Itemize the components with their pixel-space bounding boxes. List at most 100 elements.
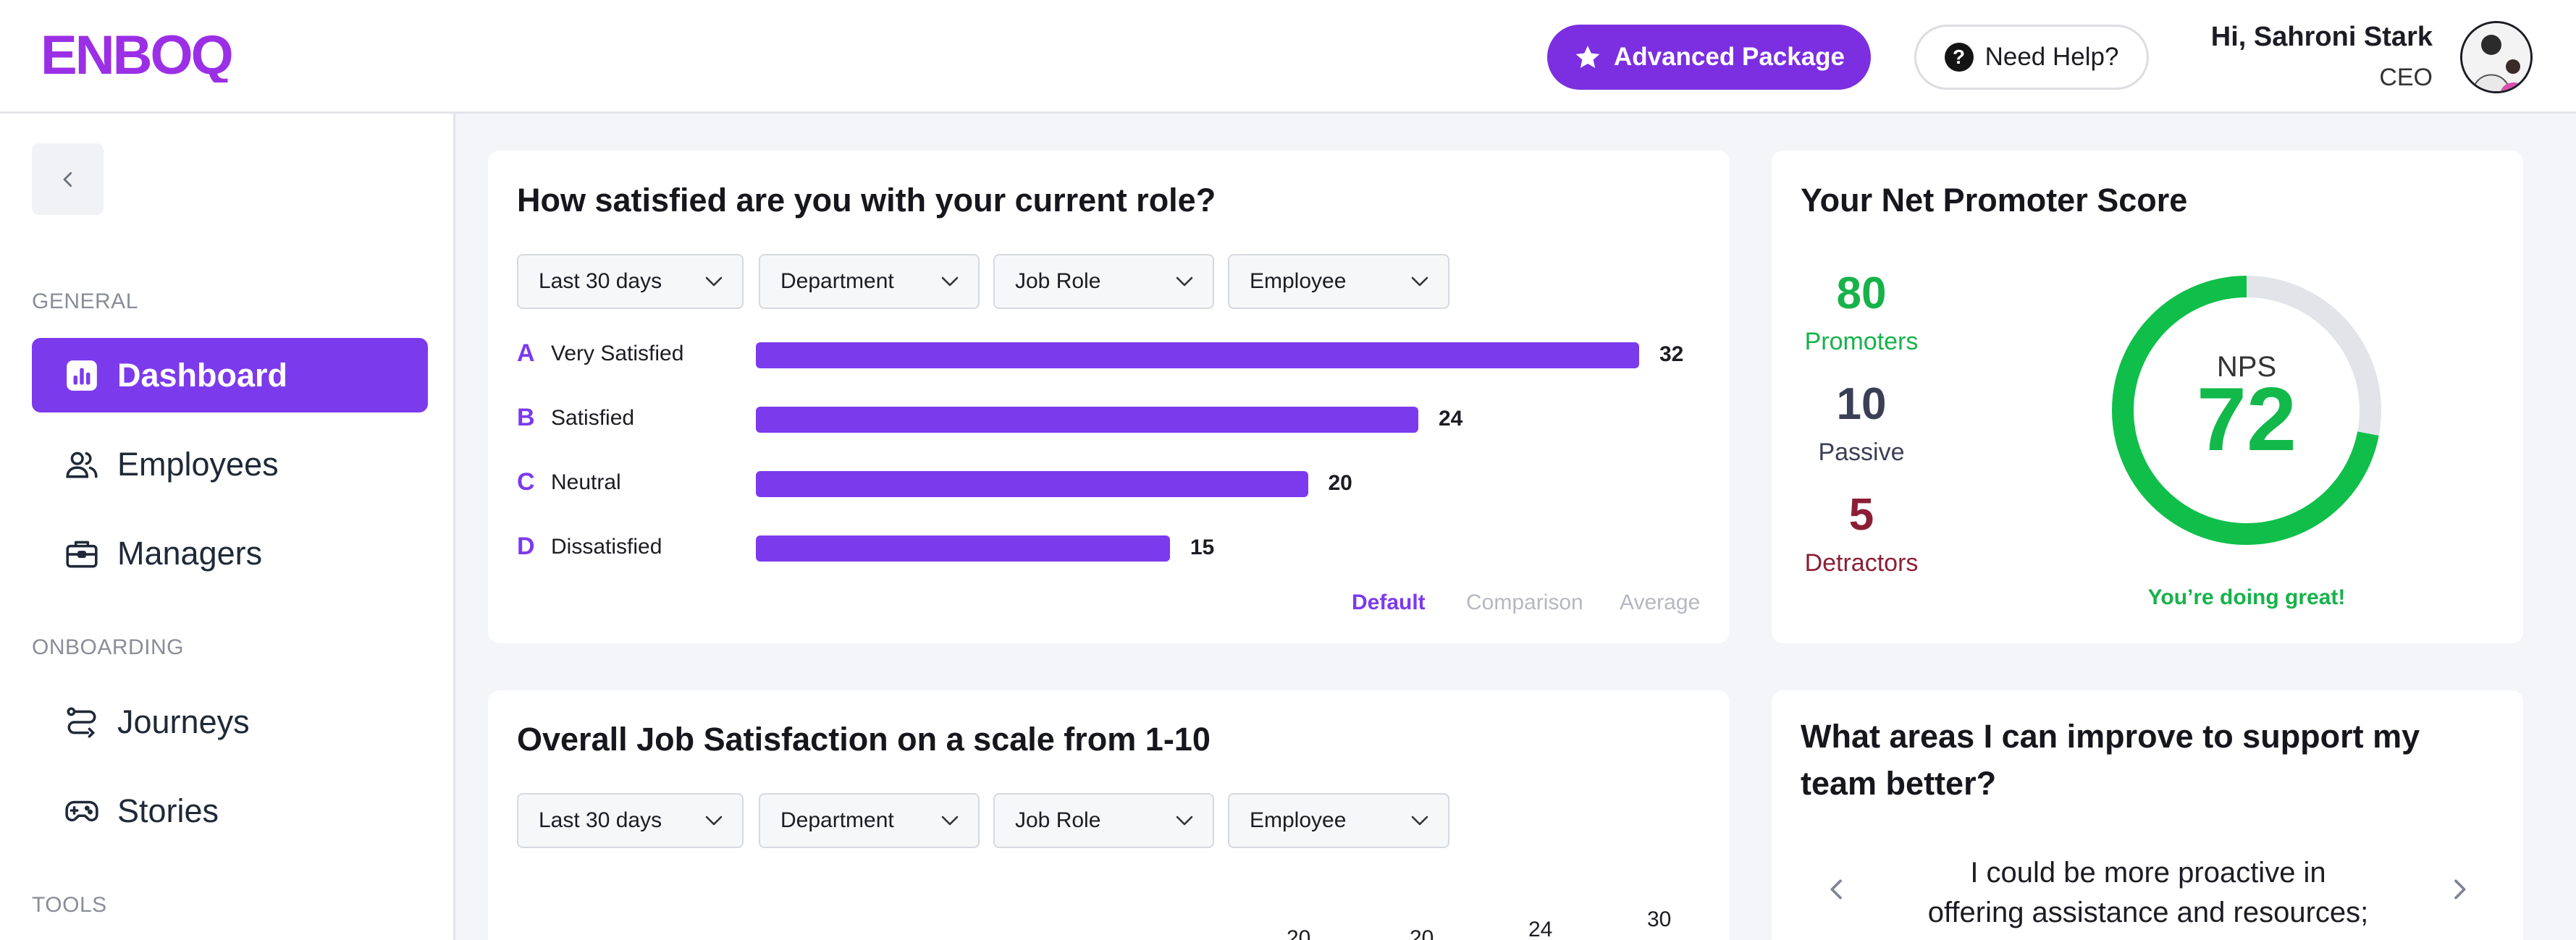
- chevron-down-icon: [1176, 816, 1193, 826]
- sidebar-item-label: Managers: [117, 534, 263, 572]
- view-tab-comparison[interactable]: Comparison: [1466, 590, 1583, 614]
- bar-category-label: Very Satisfied: [551, 342, 684, 365]
- detractors-label: Detractors: [1804, 549, 1919, 577]
- bar-value-label: 15: [1190, 535, 1215, 559]
- chevron-right-icon[interactable]: [2445, 875, 2474, 904]
- view-tab-default[interactable]: Default: [1352, 590, 1426, 614]
- bar-category-label: Dissatisfied: [551, 535, 662, 559]
- improve-title-line2: team better?: [1801, 765, 1997, 802]
- sidebar-item-employees[interactable]: Employees: [32, 427, 428, 501]
- filter-department-dropdown[interactable]: Department: [759, 254, 980, 309]
- bar-value-label: 32: [1659, 342, 1684, 366]
- chevron-down-icon: [941, 816, 959, 826]
- dropdown-value: Department: [780, 269, 894, 293]
- nps-card: Your Net Promoter Score 80 Promoters 10 …: [1772, 151, 2523, 643]
- sidebar-item-journeys[interactable]: Journeys: [32, 685, 428, 759]
- dropdown-value: Employee: [1250, 269, 1347, 293]
- need-help-label: Need Help?: [1984, 43, 2119, 71]
- chevron-down-icon: [941, 276, 959, 287]
- sidebar-item-dashboard[interactable]: Dashboard: [32, 338, 428, 412]
- job-satisfaction-card: Overall Job Satisfaction on a scale from…: [488, 690, 1730, 940]
- sidebar: GENERAL Dashboard Employees Managers ONB…: [0, 114, 455, 940]
- logo-text: ENBOQ: [41, 25, 232, 82]
- column-value-label: 20: [1287, 926, 1311, 940]
- bar-value-label: 24: [1439, 407, 1463, 431]
- gauge-fill: [2112, 276, 2381, 545]
- dropdown-value: Job Role: [1015, 269, 1101, 293]
- dropdown-value: Employee: [1250, 808, 1347, 832]
- dropdown-value: Last 30 days: [539, 808, 662, 832]
- advanced-package-label: Advanced Package: [1613, 43, 1845, 71]
- star-icon: [1575, 46, 1600, 68]
- user-greeting: Hi, Sahroni Stark: [2210, 22, 2433, 52]
- bar-value-label: 20: [1328, 471, 1352, 495]
- need-help-button[interactable]: ? Need Help?: [1914, 25, 2149, 90]
- chevron-down-icon: [705, 276, 723, 287]
- filter-date-dropdown[interactable]: Last 30 days: [517, 254, 744, 309]
- question-icon: ?: [1944, 43, 1974, 72]
- bar[interactable]: [756, 407, 1418, 433]
- section-label-general: GENERAL: [32, 289, 138, 313]
- nps-gauge: NPS 72: [2112, 276, 2381, 545]
- sidebar-item-label: Employees: [117, 445, 279, 483]
- user-role: CEO: [2379, 64, 2433, 91]
- chevron-down-icon: [1176, 276, 1193, 287]
- filter-date-dropdown[interactable]: Last 30 days: [517, 793, 744, 848]
- bar-letter: D: [517, 533, 535, 560]
- filter-employee-dropdown[interactable]: Employee: [1228, 793, 1449, 848]
- dropdown-value: Last 30 days: [539, 269, 662, 293]
- bar[interactable]: [756, 342, 1639, 368]
- gauge-label: NPS: [2217, 351, 2276, 383]
- job-satisfaction-title: Overall Job Satisfaction on a scale from…: [517, 721, 1211, 758]
- column-value-label: 30: [1647, 907, 1672, 931]
- promoters-label: Promoters: [1804, 328, 1919, 355]
- sidebar-item-label: Journeys: [117, 703, 250, 740]
- chevron-down-icon: [705, 816, 723, 826]
- enboq-logo[interactable]: ENBOQ: [41, 25, 243, 82]
- filter-job-role-dropdown[interactable]: Job Role: [993, 254, 1214, 309]
- sidebar-item-stories[interactable]: Stories: [32, 774, 428, 848]
- gamepad-icon: [62, 792, 101, 831]
- collapse-sidebar-button[interactable]: [32, 143, 104, 215]
- chart-icon: [62, 356, 101, 395]
- nps-title: Your Net Promoter Score: [1801, 182, 2188, 219]
- briefcase-icon: [62, 534, 101, 573]
- bar[interactable]: [756, 471, 1308, 497]
- chevron-down-icon: [1411, 276, 1428, 287]
- section-label-tools: TOOLS: [32, 893, 107, 917]
- chevron-left-icon: [63, 172, 72, 187]
- view-tab-average[interactable]: Average: [1620, 590, 1701, 614]
- section-label-onboarding: ONBOARDING: [32, 635, 185, 659]
- chevron-down-icon: [1411, 816, 1428, 826]
- sidebar-item-managers[interactable]: Managers: [32, 516, 428, 590]
- advanced-package-button[interactable]: Advanced Package: [1547, 25, 1871, 90]
- improve-card: What areas I can improve to support my t…: [1772, 690, 2523, 940]
- bar-row: D Dissatisfied 15: [517, 528, 1719, 564]
- improve-title-line1: What areas I can improve to support my: [1801, 718, 2420, 755]
- filter-job-role-dropdown[interactable]: Job Role: [993, 793, 1214, 848]
- filter-employee-dropdown[interactable]: Employee: [1228, 254, 1449, 309]
- promoters-value: 80: [1836, 268, 1887, 318]
- passive-label: Passive: [1818, 439, 1905, 466]
- detractors-value: 5: [1848, 490, 1874, 540]
- bar-row: C Neutral 20: [517, 464, 1719, 500]
- quote-line2: offering assistance and resources;: [1927, 897, 2369, 928]
- bar-letter: C: [517, 468, 535, 496]
- chevron-left-icon[interactable]: [1822, 875, 1851, 904]
- route-icon: [62, 703, 101, 742]
- bar-row: A Very Satisfied 32: [517, 335, 1719, 371]
- bar[interactable]: [756, 535, 1170, 562]
- users-icon: [62, 445, 101, 484]
- bar-letter: B: [517, 404, 535, 431]
- column-value-label: 20: [1410, 926, 1434, 940]
- avatar[interactable]: [2460, 21, 2533, 93]
- dropdown-value: Department: [780, 808, 894, 832]
- bar-letter: A: [517, 339, 535, 367]
- bar-category-label: Neutral: [551, 470, 621, 494]
- satisfaction-card: How satisfied are you with your current …: [488, 151, 1730, 643]
- bar-category-label: Satisfied: [551, 406, 635, 430]
- satisfaction-title: How satisfied are you with your current …: [517, 182, 1216, 219]
- top-header: ENBOQ Advanced Package ? Need Help? Hi, …: [0, 0, 2576, 114]
- filter-department-dropdown[interactable]: Department: [759, 793, 980, 848]
- quote-line1: I could be more proactive in: [1970, 857, 2326, 889]
